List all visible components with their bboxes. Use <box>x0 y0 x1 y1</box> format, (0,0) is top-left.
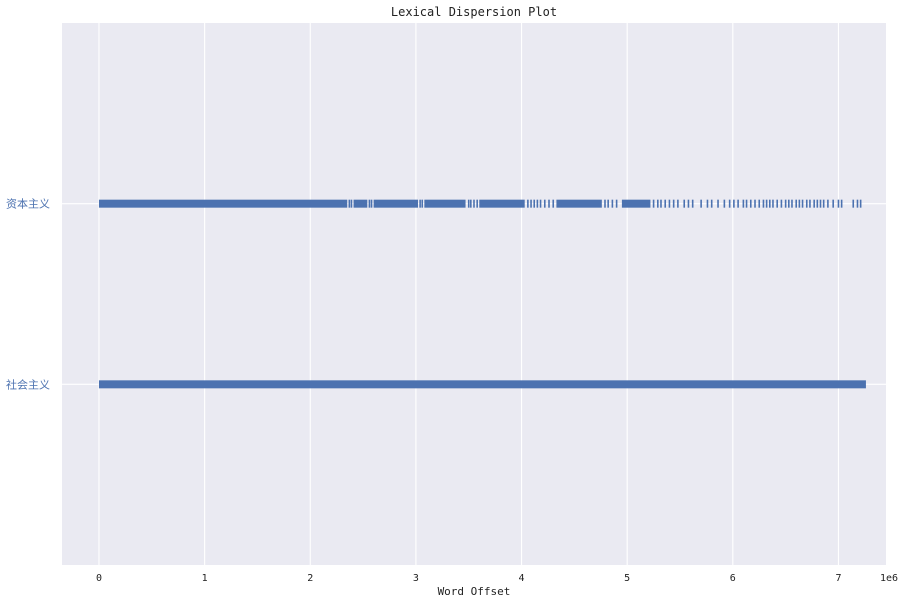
occurrence-mark <box>791 199 793 208</box>
occurrence-mark <box>348 199 351 208</box>
y-tick-label: 社会主义 <box>6 377 50 391</box>
occurrence-mark <box>691 199 694 208</box>
occurrence-mark <box>710 199 713 208</box>
occurrence-mark <box>683 199 686 208</box>
occurrence-mark <box>737 199 739 208</box>
occurrence-mark <box>476 199 478 208</box>
x-axis-ticks: 0 1 2 3 4 5 6 7 <box>96 573 842 584</box>
occurrence-mark <box>776 199 778 208</box>
occurrence-mark <box>717 199 719 208</box>
occurrence-mark <box>687 199 690 208</box>
occurrence-mark <box>723 199 726 208</box>
x-axis-label: Word Offset <box>438 585 511 598</box>
plot-area <box>62 23 886 565</box>
x-tick-label: 4 <box>519 573 525 584</box>
occurrence-mark <box>611 199 614 208</box>
occurrence-mark <box>819 199 822 208</box>
occurrence-mark <box>98 380 866 389</box>
series-marks <box>98 380 866 389</box>
occurrence-mark <box>733 199 735 208</box>
occurrence-mark <box>801 199 804 208</box>
occurrence-mark <box>840 199 843 208</box>
occurrence-mark <box>837 199 840 208</box>
occurrence-mark <box>706 199 709 208</box>
occurrence-mark <box>350 199 353 208</box>
occurrence-mark <box>745 199 748 208</box>
occurrence-mark <box>533 199 536 208</box>
occurrence-mark <box>856 199 859 208</box>
occurrence-mark <box>607 199 609 208</box>
x-tick-label: 3 <box>413 573 419 584</box>
occurrence-mark <box>604 199 606 208</box>
occurrence-mark <box>424 199 466 208</box>
occurrence-mark <box>852 199 855 208</box>
occurrence-mark <box>677 199 679 208</box>
occurrence-mark <box>742 199 745 208</box>
occurrence-mark <box>668 199 671 208</box>
occurrence-mark <box>798 199 801 208</box>
occurrence-mark <box>813 199 815 208</box>
occurrence-mark <box>809 199 811 208</box>
occurrence-mark <box>527 199 529 208</box>
occurrence-mark <box>822 199 825 208</box>
occurrence-mark <box>652 199 655 208</box>
x-tick-label: 6 <box>730 573 736 584</box>
x-tick-label: 1 <box>202 573 208 584</box>
occurrence-mark <box>859 199 862 208</box>
plot-marks <box>98 199 866 389</box>
y-tick-label: 资本主义 <box>6 197 50 211</box>
x-tick-label: 0 <box>96 573 102 584</box>
occurrence-mark <box>768 199 771 208</box>
occurrence-mark <box>370 199 373 208</box>
occurrence-mark <box>657 199 659 208</box>
occurrence-mark <box>788 199 790 208</box>
occurrence-mark <box>754 199 756 208</box>
occurrence-mark <box>827 199 829 208</box>
occurrence-mark <box>368 199 371 208</box>
occurrence-mark <box>530 199 532 208</box>
occurrence-mark <box>621 199 651 208</box>
occurrence-mark <box>473 199 475 208</box>
occurrence-mark <box>543 199 546 208</box>
occurrence-mark <box>672 199 675 208</box>
occurrence-mark <box>660 199 662 208</box>
occurrence-mark <box>536 199 539 208</box>
occurrence-mark <box>98 199 348 208</box>
occurrence-mark <box>772 199 774 208</box>
occurrence-mark <box>421 199 424 208</box>
occurrence-mark <box>728 199 731 208</box>
occurrence-mark <box>353 199 368 208</box>
x-tick-label: 2 <box>307 573 313 584</box>
occurrence-mark <box>784 199 787 208</box>
occurrence-mark <box>552 199 555 208</box>
occurrence-mark <box>467 199 470 208</box>
occurrence-mark <box>373 199 419 208</box>
occurrence-mark <box>700 199 702 208</box>
occurrence-mark <box>548 199 550 208</box>
occurrence-mark <box>664 199 667 208</box>
x-tick-label: 7 <box>835 573 841 584</box>
occurrence-mark <box>539 199 542 208</box>
series-marks <box>98 199 862 208</box>
occurrence-mark <box>556 199 602 208</box>
occurrence-mark <box>816 199 819 208</box>
occurrence-mark <box>470 199 472 208</box>
occurrence-mark <box>762 199 765 208</box>
occurrence-mark <box>832 199 834 208</box>
occurrence-mark <box>805 199 808 208</box>
occurrence-mark <box>419 199 421 208</box>
occurrence-mark <box>765 199 768 208</box>
occurrence-mark <box>795 199 798 208</box>
occurrence-mark <box>749 199 752 208</box>
x-axis-offset-label: 1e6 <box>880 573 898 584</box>
chart-title: Lexical Dispersion Plot <box>391 5 557 19</box>
occurrence-mark <box>479 199 525 208</box>
occurrence-mark <box>615 199 618 208</box>
occurrence-mark <box>758 199 761 208</box>
x-tick-label: 5 <box>624 573 630 584</box>
occurrence-mark <box>780 199 783 208</box>
